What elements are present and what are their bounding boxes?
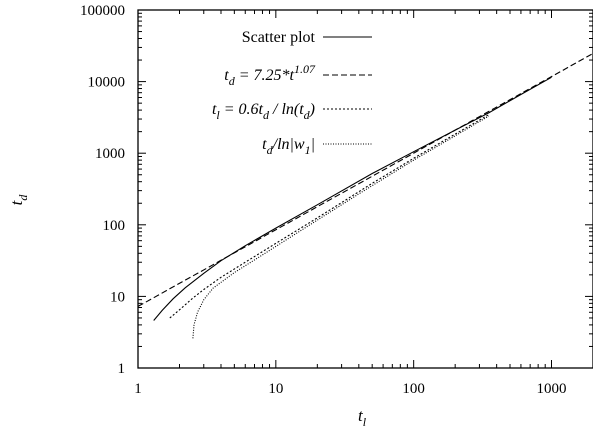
y-tick-label: 10000 [88, 75, 126, 91]
series-line-t-d-7-25-t-1-07 [137, 53, 593, 307]
legend-label-t-l-0-6t-d-ln-t-d: tl = 0.6td / ln(td) [212, 101, 315, 122]
x-tick-label: 1 [134, 381, 142, 397]
tick-marks [137, 9, 593, 369]
series-line-t-d-ln-w-1 [192, 115, 489, 339]
y-tick-label: 1000 [95, 146, 125, 162]
legend-label-scatter-plot: Scatter plot [242, 29, 316, 46]
series-line-scatter-plot [153, 76, 552, 321]
plot-frame [137, 9, 593, 369]
y-tick-label: 10 [110, 289, 125, 305]
x-tick-label: 1000 [537, 381, 567, 397]
y-tick-labels: 1 10 100 1000 10000 100000 [80, 3, 125, 377]
y-tick-label: 1 [118, 361, 126, 377]
y-axis-label: td [7, 194, 30, 206]
y-tick-label: 100000 [80, 3, 125, 19]
series-layer [137, 53, 593, 339]
legend: Scatter plot td = 7.25*t1.07 tl = 0.6td / … [212, 29, 372, 157]
x-tick-label: 100 [402, 381, 425, 397]
legend-label-t-d-ln-w-1: td/ln|w1| [262, 136, 315, 157]
y-tick-label: 100 [103, 218, 126, 234]
x-axis-label: tl [358, 406, 367, 429]
series-line-t-l-0-6t-d-ln-t-d [169, 114, 489, 319]
x-tick-labels: 1 10 100 1000 [134, 381, 566, 397]
x-tick-label: 10 [268, 381, 283, 397]
legend-label-t-d-7-25-t-1-07: td = 7.25*t1.07 [224, 62, 316, 88]
